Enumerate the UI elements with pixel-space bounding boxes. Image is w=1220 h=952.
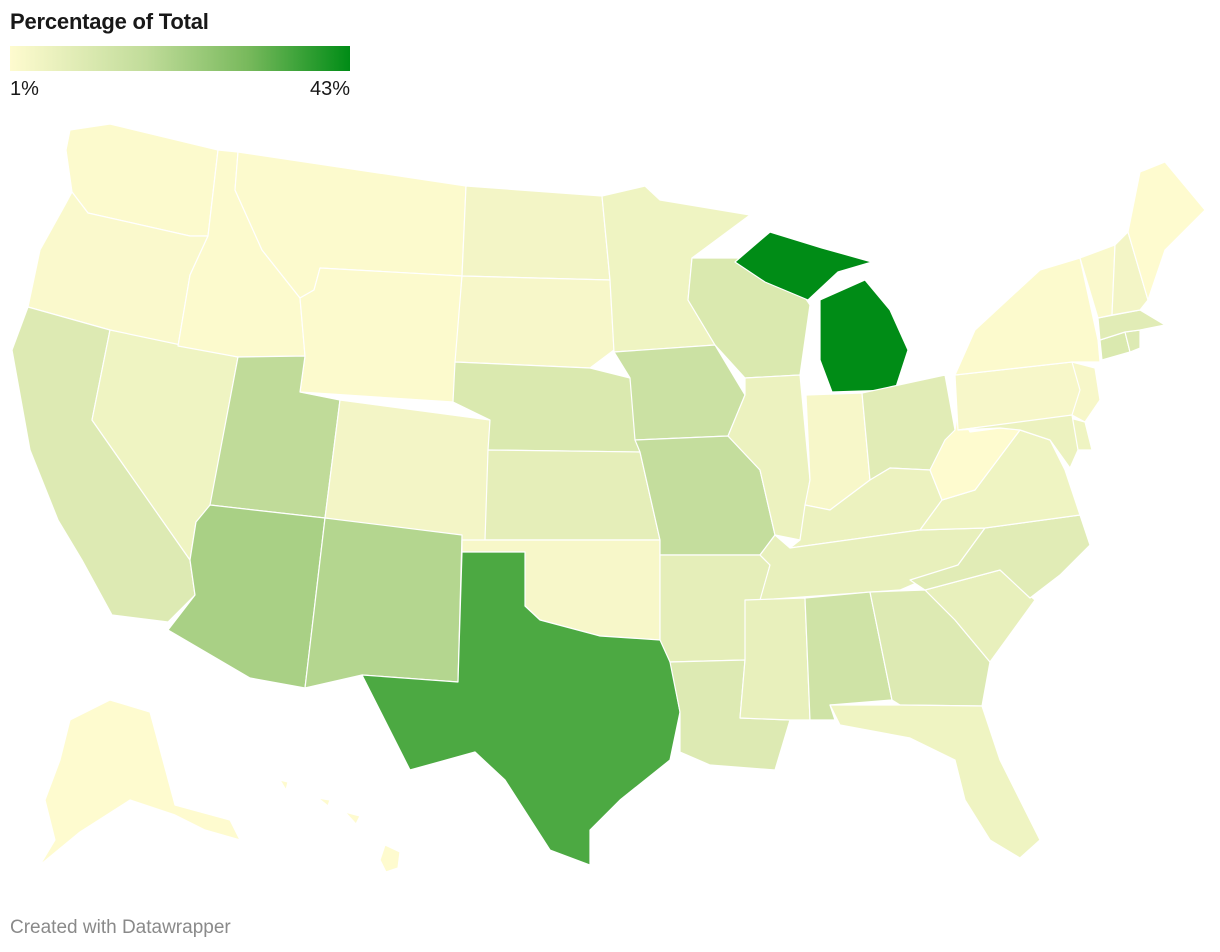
state-ks[interactable] <box>484 449 661 541</box>
legend-min-label: 1% <box>10 78 39 100</box>
state-md[interactable] <box>957 414 1079 469</box>
legend-color-scale <box>10 46 350 71</box>
state-me[interactable] <box>1127 161 1206 301</box>
state-sd[interactable] <box>454 275 615 369</box>
state-nd[interactable] <box>461 185 611 281</box>
state-tx[interactable] <box>361 551 681 866</box>
state-nm[interactable] <box>304 517 463 689</box>
state-mi[interactable] <box>734 231 909 393</box>
states-layer <box>11 123 1206 873</box>
state-wv[interactable] <box>929 409 1021 501</box>
state-wy[interactable] <box>299 267 463 403</box>
state-ia[interactable] <box>613 344 746 441</box>
state-ny[interactable] <box>954 257 1101 376</box>
state-nc[interactable] <box>909 514 1091 599</box>
state-nh[interactable] <box>1111 231 1149 316</box>
legend-title: Percentage of Total <box>10 9 209 34</box>
state-ak[interactable] <box>39 699 241 866</box>
state-ms[interactable] <box>739 597 811 721</box>
state-fl[interactable] <box>829 704 1041 859</box>
legend-max-label: 43% <box>309 78 350 100</box>
datawrapper-credit[interactable]: Created with Datawrapper <box>10 917 231 938</box>
state-hi[interactable] <box>279 779 401 873</box>
